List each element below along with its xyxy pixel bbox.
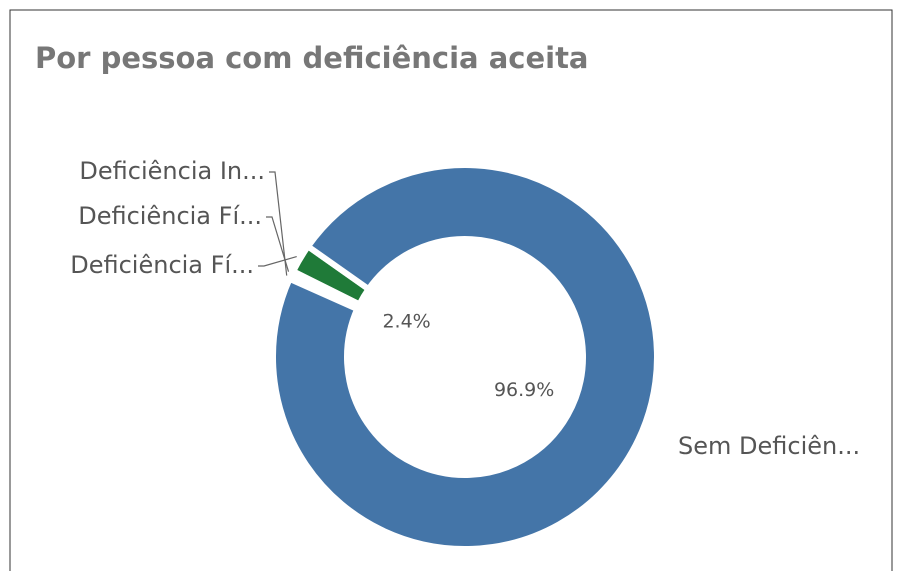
leader-line [269,171,288,276]
value-label: 2.4% [382,311,430,333]
chart-title: Por pessoa com deficiência aceita [35,41,589,75]
panel-border [9,9,893,571]
category-label: Deficiência Fí... [70,251,254,279]
donut-slice [270,162,660,552]
leader-line [266,216,290,272]
category-label: Deficiência In... [79,157,265,185]
category-label: Sem Deficiên... [678,432,860,460]
leader-line [258,255,297,267]
category-label: Deficiência Fí... [78,202,262,230]
value-label: 96.9% [494,379,554,401]
